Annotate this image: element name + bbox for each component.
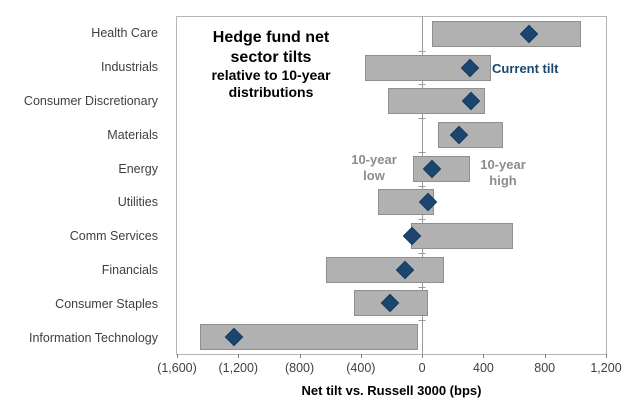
x-axis-tick — [177, 354, 178, 358]
ten-year-high-line2: high — [489, 172, 517, 188]
category-axis-tick — [418, 84, 426, 86]
category-label: Consumer Staples — [55, 297, 158, 312]
sector-row — [177, 51, 606, 85]
ten-year-high-annotation: 10-year high — [468, 157, 538, 188]
plot-area: (1,600) (1,200) (800) (400) 0 400 800 1,200 — [157, 16, 622, 375]
x-axis-tick — [606, 354, 607, 358]
current-tilt-annotation: Current tilt — [492, 61, 559, 76]
x-tick-label: (1,200) — [218, 361, 259, 375]
chart-title-line: Hedge fund net — [212, 29, 330, 46]
x-axis-title: Net tilt vs. Russell 3000 (bps) — [301, 383, 482, 398]
range-bar — [325, 256, 444, 283]
chart-title: Hedge fund net sector tilts relative to … — [185, 28, 357, 101]
sector-row — [177, 84, 606, 118]
x-tick-label: (1,600) — [157, 361, 197, 375]
category-axis-labels: Health Care Industrials Consumer Discretio… — [0, 16, 166, 355]
category-label: Health Care — [91, 25, 158, 40]
sector-row — [177, 17, 606, 51]
ten-year-high-line1: 10-year — [480, 157, 526, 172]
category-label: Industrials — [101, 59, 158, 74]
category-label: Materials — [107, 127, 158, 142]
x-tick-label: 0 — [418, 361, 426, 375]
range-bar — [411, 223, 513, 250]
ten-year-low-line1: 10-year — [351, 152, 397, 167]
category-axis-tick — [418, 118, 426, 120]
ten-year-low-annotation: 10-year low — [339, 152, 409, 183]
chart-subtitle-line: distributions — [228, 84, 314, 101]
category-label: Energy — [118, 161, 158, 176]
category-label: Consumer Discretionary — [23, 93, 158, 108]
sector-row — [177, 320, 606, 354]
chart-title-line: sector tilts — [230, 48, 312, 66]
range-bar — [432, 20, 582, 47]
category-label: Comm Services — [69, 229, 158, 244]
x-axis-tick — [483, 354, 485, 358]
sector-row — [177, 253, 606, 287]
ten-year-low-line2: low — [363, 167, 385, 183]
category-label: Information Technology — [28, 330, 158, 345]
x-tick-label: 800 — [534, 361, 556, 375]
sector-row — [177, 219, 606, 253]
x-tick-label: 1,200 — [590, 361, 622, 375]
sector-row — [177, 152, 606, 186]
x-tick-label: (400) — [346, 361, 376, 375]
sector-row — [177, 186, 606, 220]
x-axis-tick — [544, 354, 546, 358]
x-axis-tick — [238, 354, 240, 358]
chart-subtitle-line: relative to 10-year — [211, 67, 331, 84]
x-axis-tick — [360, 354, 362, 358]
x-tick-label: 400 — [472, 361, 494, 375]
range-bar — [199, 324, 419, 351]
category-axis-tick — [418, 151, 426, 153]
range-bar — [438, 121, 503, 148]
x-axis-tick — [299, 354, 301, 358]
category-axis-tick — [418, 320, 426, 322]
sector-row — [177, 118, 606, 152]
category-axis-tick — [418, 185, 426, 187]
x-tick-label: (800) — [284, 361, 315, 375]
category-axis-tick — [418, 50, 426, 52]
category-axis-tick — [418, 219, 426, 221]
sector-row — [177, 287, 606, 321]
category-axis-tick — [418, 252, 426, 254]
category-axis-tick — [418, 286, 426, 288]
category-label: Financials — [101, 263, 158, 278]
category-label: Utilities — [117, 195, 158, 210]
x-axis-tick — [422, 354, 424, 358]
range-bar — [412, 155, 471, 182]
